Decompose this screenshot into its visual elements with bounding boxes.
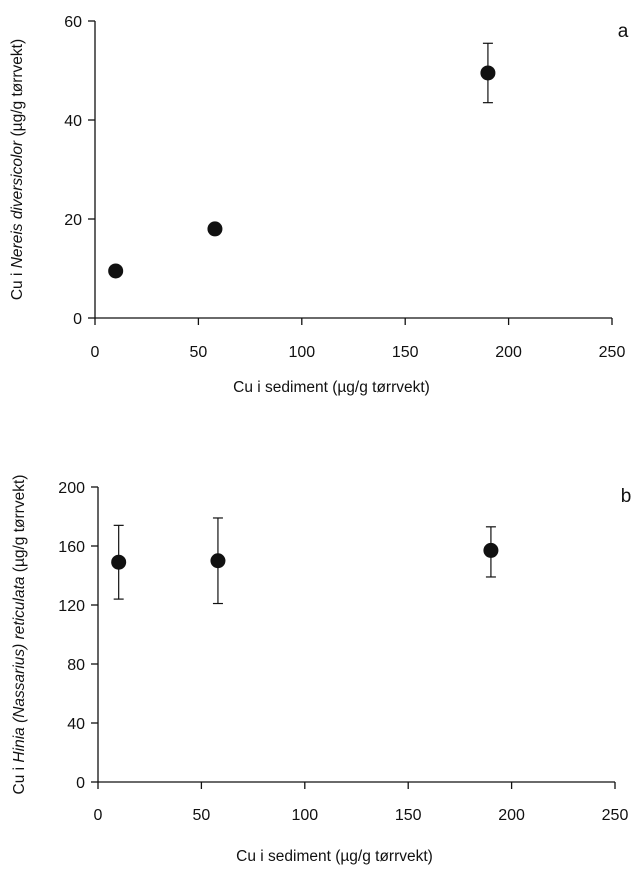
x-tick-label: 50 (190, 344, 208, 361)
data-point (207, 221, 223, 237)
data-point (483, 542, 499, 558)
x-tick-label: 50 (193, 807, 211, 824)
x-tick-label: 250 (599, 344, 626, 361)
data-point (480, 65, 496, 81)
x-axis-title: Cu i sediment (µg/g tørrvekt) (236, 848, 433, 865)
x-tick-label: 200 (498, 807, 525, 824)
data-point (210, 553, 226, 569)
y-tick-label: 0 (73, 311, 82, 328)
y-axis-title: Cu i Hinia (Nassarius) reticulata (µg/g … (11, 475, 28, 795)
x-tick-label: 0 (94, 807, 103, 824)
y-axis-title-suffix: (µg/g tørrvekt) (9, 39, 26, 141)
x-tick-label: 150 (395, 807, 422, 824)
x-tick-label: 150 (392, 344, 419, 361)
y-axis-title-species: Hinia (Nassarius) reticulata (11, 576, 28, 762)
chart-panel-a: 0 20 40 60 0 50 100 150 200 250 Cu i sediment (µg/… (9, 14, 629, 396)
y-axis-title-suffix: (µg/g tørrvekt) (11, 475, 28, 577)
y-tick-label: 80 (67, 657, 85, 674)
data-point (108, 263, 124, 279)
y-axis-title-prefix: Cu i (9, 268, 26, 300)
y-tick-label: 0 (76, 775, 85, 792)
y-tick-label: 120 (58, 598, 85, 615)
chart-panel-b: 0 40 80 120 160 200 0 50 100 150 200 250 Cu i sedime… (11, 475, 631, 865)
y-tick-label: 200 (58, 480, 85, 497)
x-tick-label: 100 (288, 344, 315, 361)
x-axis-title: Cu i sediment (µg/g tørrvekt) (233, 379, 430, 396)
data-point (111, 554, 127, 570)
y-axis-title-species: Nereis diversicolor (9, 140, 26, 268)
y-tick-label: 40 (64, 113, 82, 130)
panel-letter: b (621, 486, 632, 507)
y-axis-title-prefix: Cu i (11, 763, 28, 795)
y-tick-label: 20 (64, 212, 82, 229)
x-tick-label: 0 (91, 344, 100, 361)
y-tick-label: 40 (67, 716, 85, 733)
y-tick-label: 60 (64, 14, 82, 31)
x-tick-label: 250 (602, 807, 629, 824)
y-axis-title: Cu i Nereis diversicolor (µg/g tørrvekt) (9, 39, 26, 300)
panel-letter: a (618, 21, 629, 42)
x-tick-label: 200 (495, 344, 522, 361)
x-tick-label: 100 (291, 807, 318, 824)
y-tick-label: 160 (58, 539, 85, 556)
